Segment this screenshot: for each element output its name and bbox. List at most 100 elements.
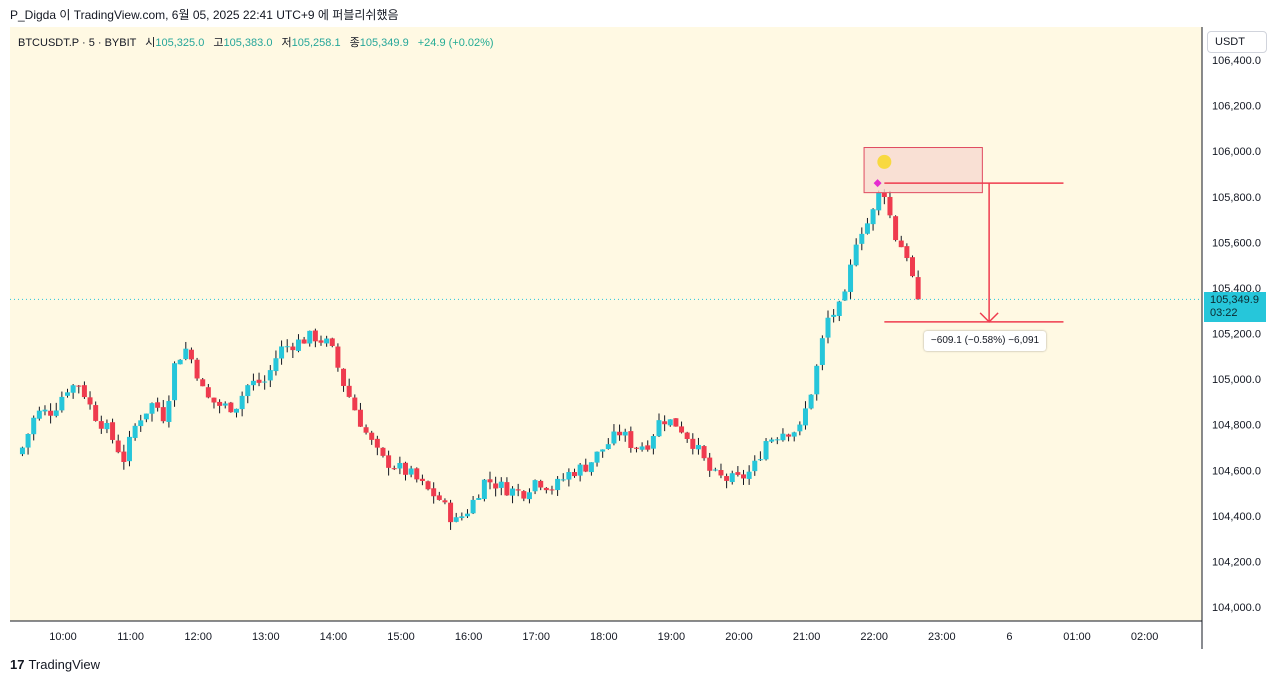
candle-body[interactable] <box>695 444 701 450</box>
candle-body[interactable] <box>667 419 673 426</box>
candle-body[interactable] <box>859 233 865 244</box>
candle-body[interactable] <box>814 365 820 395</box>
candle-body[interactable] <box>312 330 318 342</box>
candle-body[interactable] <box>324 338 330 344</box>
candle-body[interactable] <box>132 425 138 438</box>
candle-body[interactable] <box>183 348 189 360</box>
candle-body[interactable] <box>301 339 307 344</box>
candle-body[interactable] <box>267 370 273 381</box>
candle-body[interactable] <box>808 394 814 409</box>
candle-body[interactable] <box>538 480 544 488</box>
candle-body[interactable] <box>718 470 724 476</box>
candle-body[interactable] <box>543 487 549 491</box>
candle-body[interactable] <box>374 438 380 448</box>
candle-body[interactable] <box>510 488 516 496</box>
candle-body[interactable] <box>31 417 37 435</box>
candle-body[interactable] <box>836 301 842 316</box>
candle-body[interactable] <box>357 409 363 427</box>
candle-body[interactable] <box>160 407 166 422</box>
candle-body[interactable] <box>408 468 414 475</box>
candle-body[interactable] <box>329 338 335 346</box>
currency-selector[interactable]: USDT <box>1207 31 1267 53</box>
candle-body[interactable] <box>881 192 887 198</box>
candle-body[interactable] <box>53 410 59 416</box>
candle-body[interactable] <box>307 330 313 344</box>
candle-body[interactable] <box>493 483 499 489</box>
candle-body[interactable] <box>138 420 144 427</box>
candle-body[interactable] <box>498 481 504 488</box>
candle-body[interactable] <box>250 380 256 386</box>
candle-body[interactable] <box>143 413 149 420</box>
candle-body[interactable] <box>70 385 76 393</box>
candle-body[interactable] <box>797 424 803 432</box>
candle-body[interactable] <box>600 449 606 452</box>
candle-body[interactable] <box>712 469 718 471</box>
candle-body[interactable] <box>470 499 476 514</box>
chart-pane[interactable] <box>10 27 1202 621</box>
candle-body[interactable] <box>341 368 347 386</box>
candle-body[interactable] <box>65 392 71 396</box>
candle-body[interactable] <box>679 426 685 433</box>
candle-body[interactable] <box>639 446 645 450</box>
candle-body[interactable] <box>59 396 65 411</box>
candle-body[interactable] <box>262 381 268 383</box>
candle-body[interactable] <box>335 346 341 368</box>
candle-body[interactable] <box>532 480 538 492</box>
candle-body[interactable] <box>194 359 200 379</box>
candle-body[interactable] <box>487 479 493 483</box>
candle-body[interactable] <box>397 462 403 469</box>
candle-body[interactable] <box>887 196 893 216</box>
candle-body[interactable] <box>741 474 747 479</box>
candle-body[interactable] <box>425 481 431 490</box>
candle-body[interactable] <box>448 502 454 523</box>
candle-body[interactable] <box>121 451 127 462</box>
candle-body[interactable] <box>155 402 161 408</box>
candle-body[interactable] <box>617 431 623 436</box>
candle-body[interactable] <box>752 460 758 472</box>
candle-body[interactable] <box>295 339 301 351</box>
candle-body[interactable] <box>707 457 713 471</box>
price-axis[interactable] <box>1202 27 1270 621</box>
candle-body[interactable] <box>549 489 555 491</box>
candle-body[interactable] <box>87 397 93 405</box>
candle-body[interactable] <box>825 317 831 338</box>
candle-body[interactable] <box>853 244 859 266</box>
candle-body[interactable] <box>93 405 99 421</box>
candle-body[interactable] <box>76 385 82 387</box>
candle-body[interactable] <box>172 363 178 401</box>
candle-body[interactable] <box>831 314 837 317</box>
candle-body[interactable] <box>662 421 668 425</box>
candle-body[interactable] <box>211 397 217 403</box>
candle-body[interactable] <box>729 473 735 483</box>
candle-body[interactable] <box>414 468 420 480</box>
candle-body[interactable] <box>701 446 707 459</box>
candle-body[interactable] <box>284 346 290 348</box>
candle-body[interactable] <box>746 471 752 479</box>
candle-body[interactable] <box>555 478 561 491</box>
resistance-zone[interactable] <box>863 147 983 194</box>
candle-body[interactable] <box>904 246 910 259</box>
candle-body[interactable] <box>256 379 262 383</box>
candle-body[interactable] <box>177 359 183 365</box>
candle-body[interactable] <box>481 479 487 499</box>
candle-body[interactable] <box>25 433 31 448</box>
footer-brand[interactable]: 17 TradingView <box>10 657 100 672</box>
candle-body[interactable] <box>205 387 211 398</box>
candle-body[interactable] <box>273 358 279 372</box>
candle-body[interactable] <box>369 432 375 440</box>
candle-body[interactable] <box>774 439 780 441</box>
candle-body[interactable] <box>459 516 465 519</box>
candle-body[interactable] <box>650 436 656 449</box>
candle-body[interactable] <box>391 468 397 470</box>
candle-body[interactable] <box>403 462 409 475</box>
candle-body[interactable] <box>633 447 639 449</box>
candle-body[interactable] <box>166 401 172 422</box>
candle-body[interactable] <box>656 420 662 437</box>
candle-body[interactable] <box>628 431 634 448</box>
candle-body[interactable] <box>110 422 116 440</box>
candle-body[interactable] <box>98 421 104 429</box>
candle-body[interactable] <box>363 427 369 433</box>
candle-body[interactable] <box>318 340 324 343</box>
candle-body[interactable] <box>819 338 825 365</box>
